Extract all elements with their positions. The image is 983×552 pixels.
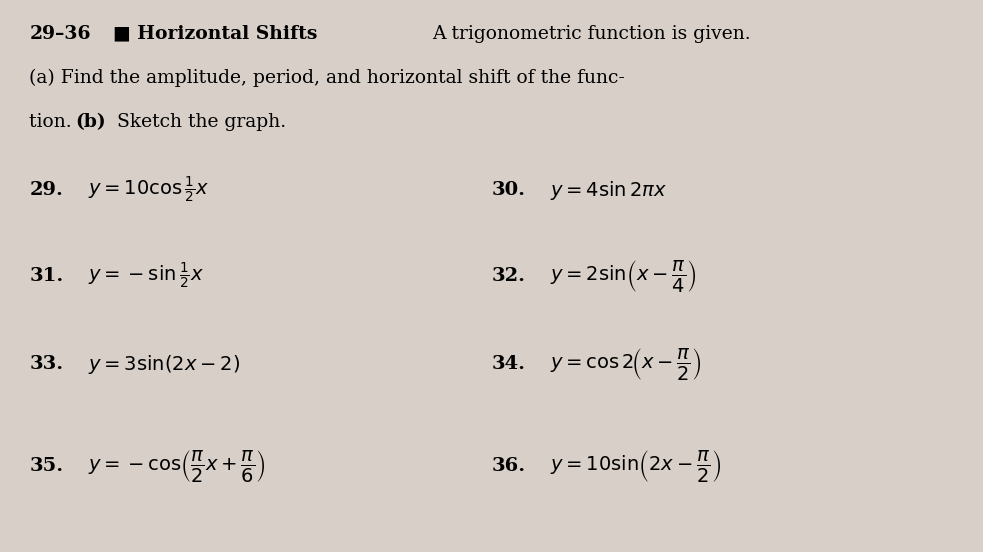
Text: ■ Horizontal Shifts: ■ Horizontal Shifts xyxy=(113,25,318,43)
Text: 29–36: 29–36 xyxy=(29,25,91,43)
Text: 36.: 36. xyxy=(492,458,526,475)
Text: $y = 2 \sin\!\left( x - \dfrac{\pi}{4} \right)$: $y = 2 \sin\!\left( x - \dfrac{\pi}{4} \… xyxy=(550,258,697,294)
Text: $y = 10 \cos \frac{1}{2}x$: $y = 10 \cos \frac{1}{2}x$ xyxy=(88,176,210,205)
Text: 33.: 33. xyxy=(29,355,64,373)
Text: $y = -\sin \frac{1}{2}x$: $y = -\sin \frac{1}{2}x$ xyxy=(88,261,204,291)
Text: Sketch the graph.: Sketch the graph. xyxy=(111,113,286,131)
Text: 31.: 31. xyxy=(29,267,64,285)
Text: (a) Find the amplitude, period, and horizontal shift of the func-: (a) Find the amplitude, period, and hori… xyxy=(29,69,625,87)
Text: 29.: 29. xyxy=(29,182,63,199)
Text: 34.: 34. xyxy=(492,355,526,373)
Text: (b): (b) xyxy=(76,113,106,131)
Text: $y = -\cos\!\left( \dfrac{\pi}{2}x + \dfrac{\pi}{6} \right)$: $y = -\cos\!\left( \dfrac{\pi}{2}x + \df… xyxy=(88,448,266,485)
Text: $y = \cos 2\!\left( x - \dfrac{\pi}{2} \right)$: $y = \cos 2\!\left( x - \dfrac{\pi}{2} \… xyxy=(550,346,702,383)
Text: $y = 3 \sin(2x - 2)$: $y = 3 \sin(2x - 2)$ xyxy=(88,353,241,376)
Text: 35.: 35. xyxy=(29,458,64,475)
Text: tion.: tion. xyxy=(29,113,78,131)
Text: 30.: 30. xyxy=(492,182,526,199)
Text: A trigonometric function is given.: A trigonometric function is given. xyxy=(433,25,751,43)
Text: $y = 10 \sin\!\left( 2x - \dfrac{\pi}{2} \right)$: $y = 10 \sin\!\left( 2x - \dfrac{\pi}{2}… xyxy=(550,448,722,485)
Text: 32.: 32. xyxy=(492,267,526,285)
Text: $y = 4 \sin 2\pi x$: $y = 4 \sin 2\pi x$ xyxy=(550,179,667,202)
